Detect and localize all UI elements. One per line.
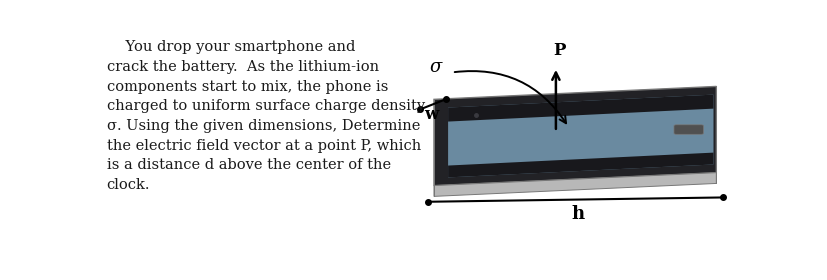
FancyBboxPatch shape xyxy=(673,125,703,134)
Polygon shape xyxy=(433,87,715,186)
Text: P: P xyxy=(552,42,565,59)
Polygon shape xyxy=(433,173,715,196)
Polygon shape xyxy=(447,153,713,178)
Polygon shape xyxy=(447,95,713,122)
Polygon shape xyxy=(447,95,713,178)
Text: You drop your smartphone and
crack the battery.  As the lithium-ion
components s: You drop your smartphone and crack the b… xyxy=(107,40,424,192)
Text: h: h xyxy=(571,205,584,223)
Text: σ: σ xyxy=(429,58,442,76)
Text: w: w xyxy=(423,106,437,123)
